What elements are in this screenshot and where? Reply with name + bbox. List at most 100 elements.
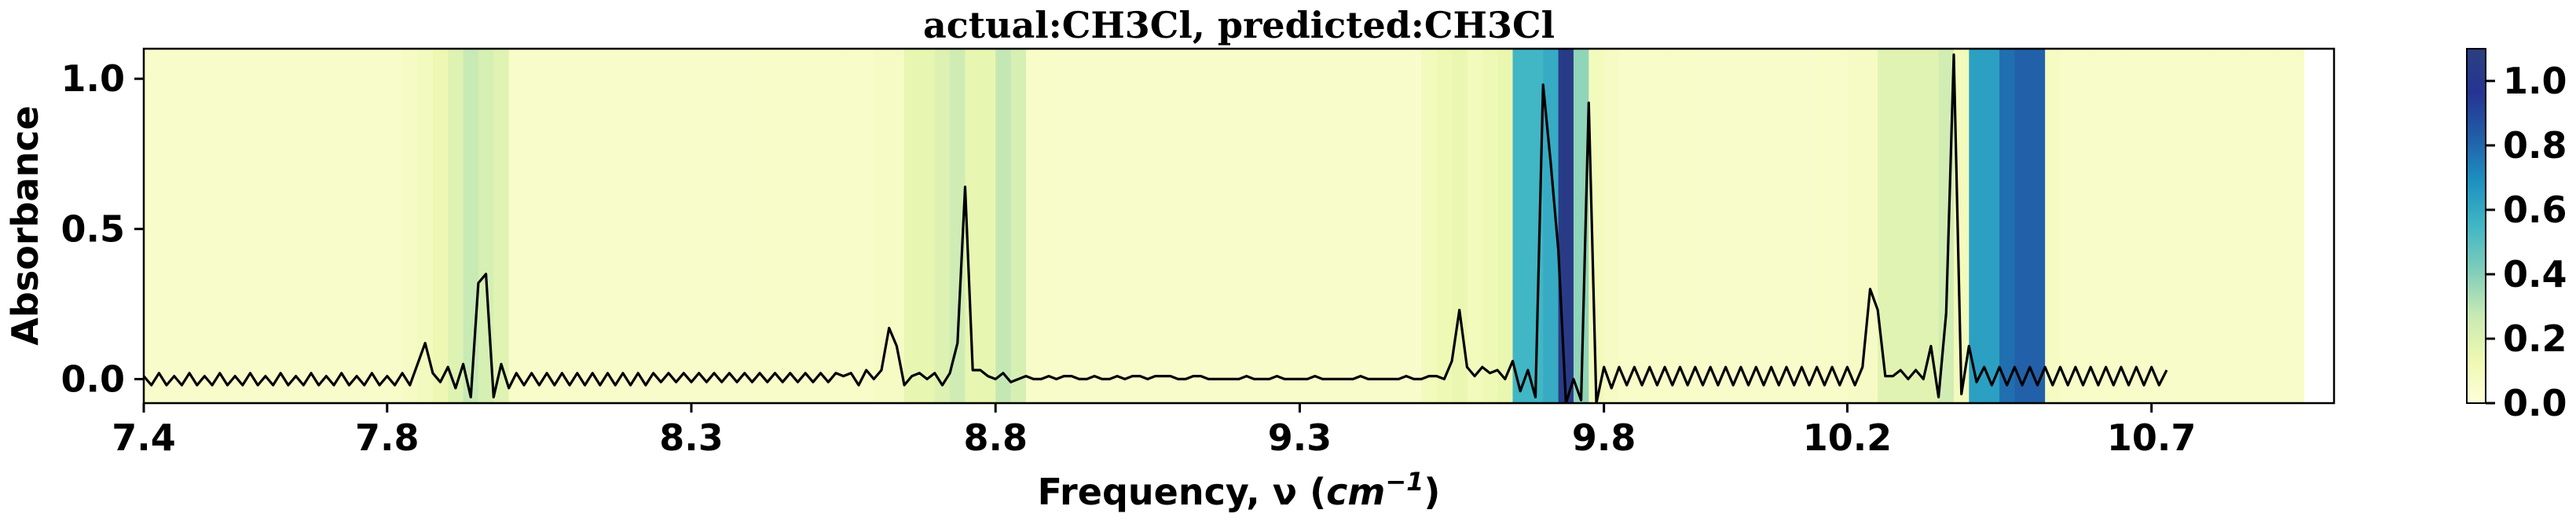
heatmap-band: [615, 49, 632, 403]
y-tick-label: 0.0: [61, 358, 126, 400]
heatmap-band: [1816, 49, 1833, 403]
heatmap-band: [1208, 49, 1225, 403]
colorbar-tick-label: 0.8: [2503, 124, 2567, 167]
heatmap-band: [235, 49, 251, 403]
heatmap-band: [1588, 49, 1605, 403]
heatmap-band: [357, 49, 373, 403]
heatmap-band: [995, 49, 1012, 403]
heatmap-band: [1284, 49, 1301, 403]
colorbar-tick-label: 1.0: [2503, 60, 2567, 102]
heatmap-band: [1953, 49, 1970, 403]
heatmap-band: [721, 49, 738, 403]
heatmap-band: [1634, 49, 1651, 403]
heatmap-band: [2151, 49, 2167, 403]
heatmap-band: [2212, 49, 2229, 403]
heatmap-band: [372, 49, 388, 403]
heatmap-band: [584, 49, 601, 403]
heatmap-band: [1558, 49, 1574, 403]
heatmap-band: [1223, 49, 1240, 403]
heatmap-band: [874, 49, 890, 403]
heatmap-band: [1710, 49, 1727, 403]
heatmap-band: [1405, 49, 1423, 403]
heatmap-band: [828, 49, 845, 403]
colorbar: [2466, 48, 2486, 404]
heatmap-band: [1512, 49, 1529, 403]
heatmap-band: [1786, 49, 1803, 403]
heatmap-band: [1072, 49, 1088, 403]
heatmap-band: [463, 49, 479, 403]
heatmap-band: [1314, 49, 1331, 403]
heatmap-band: [2045, 49, 2061, 403]
heatmap-band: [524, 49, 540, 403]
y-axis-label: Absorbance: [4, 105, 46, 345]
heatmap-band: [737, 49, 753, 403]
heatmap-band: [858, 49, 875, 403]
heatmap-band: [1740, 49, 1757, 403]
heatmap-band: [417, 49, 434, 403]
colorbar-ticks: 0.0 0.2 0.4 0.6 0.8 1.0: [2486, 60, 2567, 424]
heatmap-band: [1923, 49, 1940, 403]
heatmap-band: [1254, 49, 1270, 403]
heatmap-band: [1984, 49, 2000, 403]
x-tick-label: 8.8: [963, 416, 1028, 459]
heatmap-band: [1436, 49, 1453, 403]
y-axis-ticks: 0.0 0.5 1.0: [61, 57, 144, 400]
heatmap-band: [1680, 49, 1696, 403]
heatmap-band: [2090, 49, 2107, 403]
heatmap-band: [691, 49, 708, 403]
heatmap-band: [1847, 49, 1863, 403]
heatmap-band: [2136, 49, 2153, 403]
heatmap-band: [2182, 49, 2198, 403]
heatmap-band: [2197, 49, 2213, 403]
heatmap-band: [2014, 49, 2031, 403]
heatmap-band: [493, 49, 510, 403]
heatmap-band: [341, 49, 357, 403]
heatmap-band: [2227, 49, 2244, 403]
heatmap-band: [1893, 49, 1909, 403]
heatmap-band: [1467, 49, 1483, 403]
heatmap-band: [2029, 49, 2046, 403]
x-axis-ticks: 7.4 7.8 8.3 8.8 9.3 9.8 10.2 10.7: [112, 403, 2196, 459]
x-tick-label: 10.2: [1803, 416, 1893, 459]
heatmap-band: [1025, 49, 1042, 403]
heatmap-band: [1573, 49, 1590, 403]
heatmap-band: [2288, 49, 2305, 403]
heatmap-band: [2167, 49, 2183, 403]
heatmap-band: [265, 49, 282, 403]
heatmap-band: [2120, 49, 2138, 403]
heatmap-band: [1999, 49, 2016, 403]
plot-frame: [142, 47, 2336, 405]
colorbar-tick-label: 0.0: [2503, 382, 2567, 424]
heatmap-band: [144, 49, 160, 403]
x-tick-label: 9.8: [1572, 416, 1636, 459]
absorbance-series-line: [144, 53, 2168, 403]
heatmap-band: [2242, 49, 2259, 403]
x-tick-label: 9.3: [1268, 416, 1332, 459]
heatmap-band: [1619, 49, 1636, 403]
x-axis-label: Frequency, ν (cm−1): [1038, 467, 1441, 513]
heatmap-band: [204, 49, 221, 403]
x-tick-label: 8.3: [659, 416, 724, 459]
heatmap-band: [843, 49, 859, 403]
heatmap-band: [1330, 49, 1347, 403]
heatmap-band: [1101, 49, 1118, 403]
heatmap-band: [1527, 49, 1545, 403]
heatmap-band: [2258, 49, 2274, 403]
heatmap-band: [219, 49, 236, 403]
heatmap-band: [904, 49, 921, 403]
heatmap-band: [1010, 49, 1027, 403]
heatmap-band: [1376, 49, 1392, 403]
heatmap-band: [812, 49, 830, 403]
heatmap-band: [326, 49, 343, 403]
heatmap-band: [402, 49, 419, 403]
y-tick-label: 0.5: [61, 207, 126, 250]
heatmap-band: [645, 49, 662, 403]
heatmap-band: [570, 49, 586, 403]
heatmap-band: [174, 49, 190, 403]
x-tick-label: 10.7: [2107, 416, 2197, 459]
heatmap-band: [280, 49, 297, 403]
heatmap-band: [1178, 49, 1194, 403]
y-tick-label: 1.0: [61, 57, 126, 100]
heatmap-band: [508, 49, 525, 403]
